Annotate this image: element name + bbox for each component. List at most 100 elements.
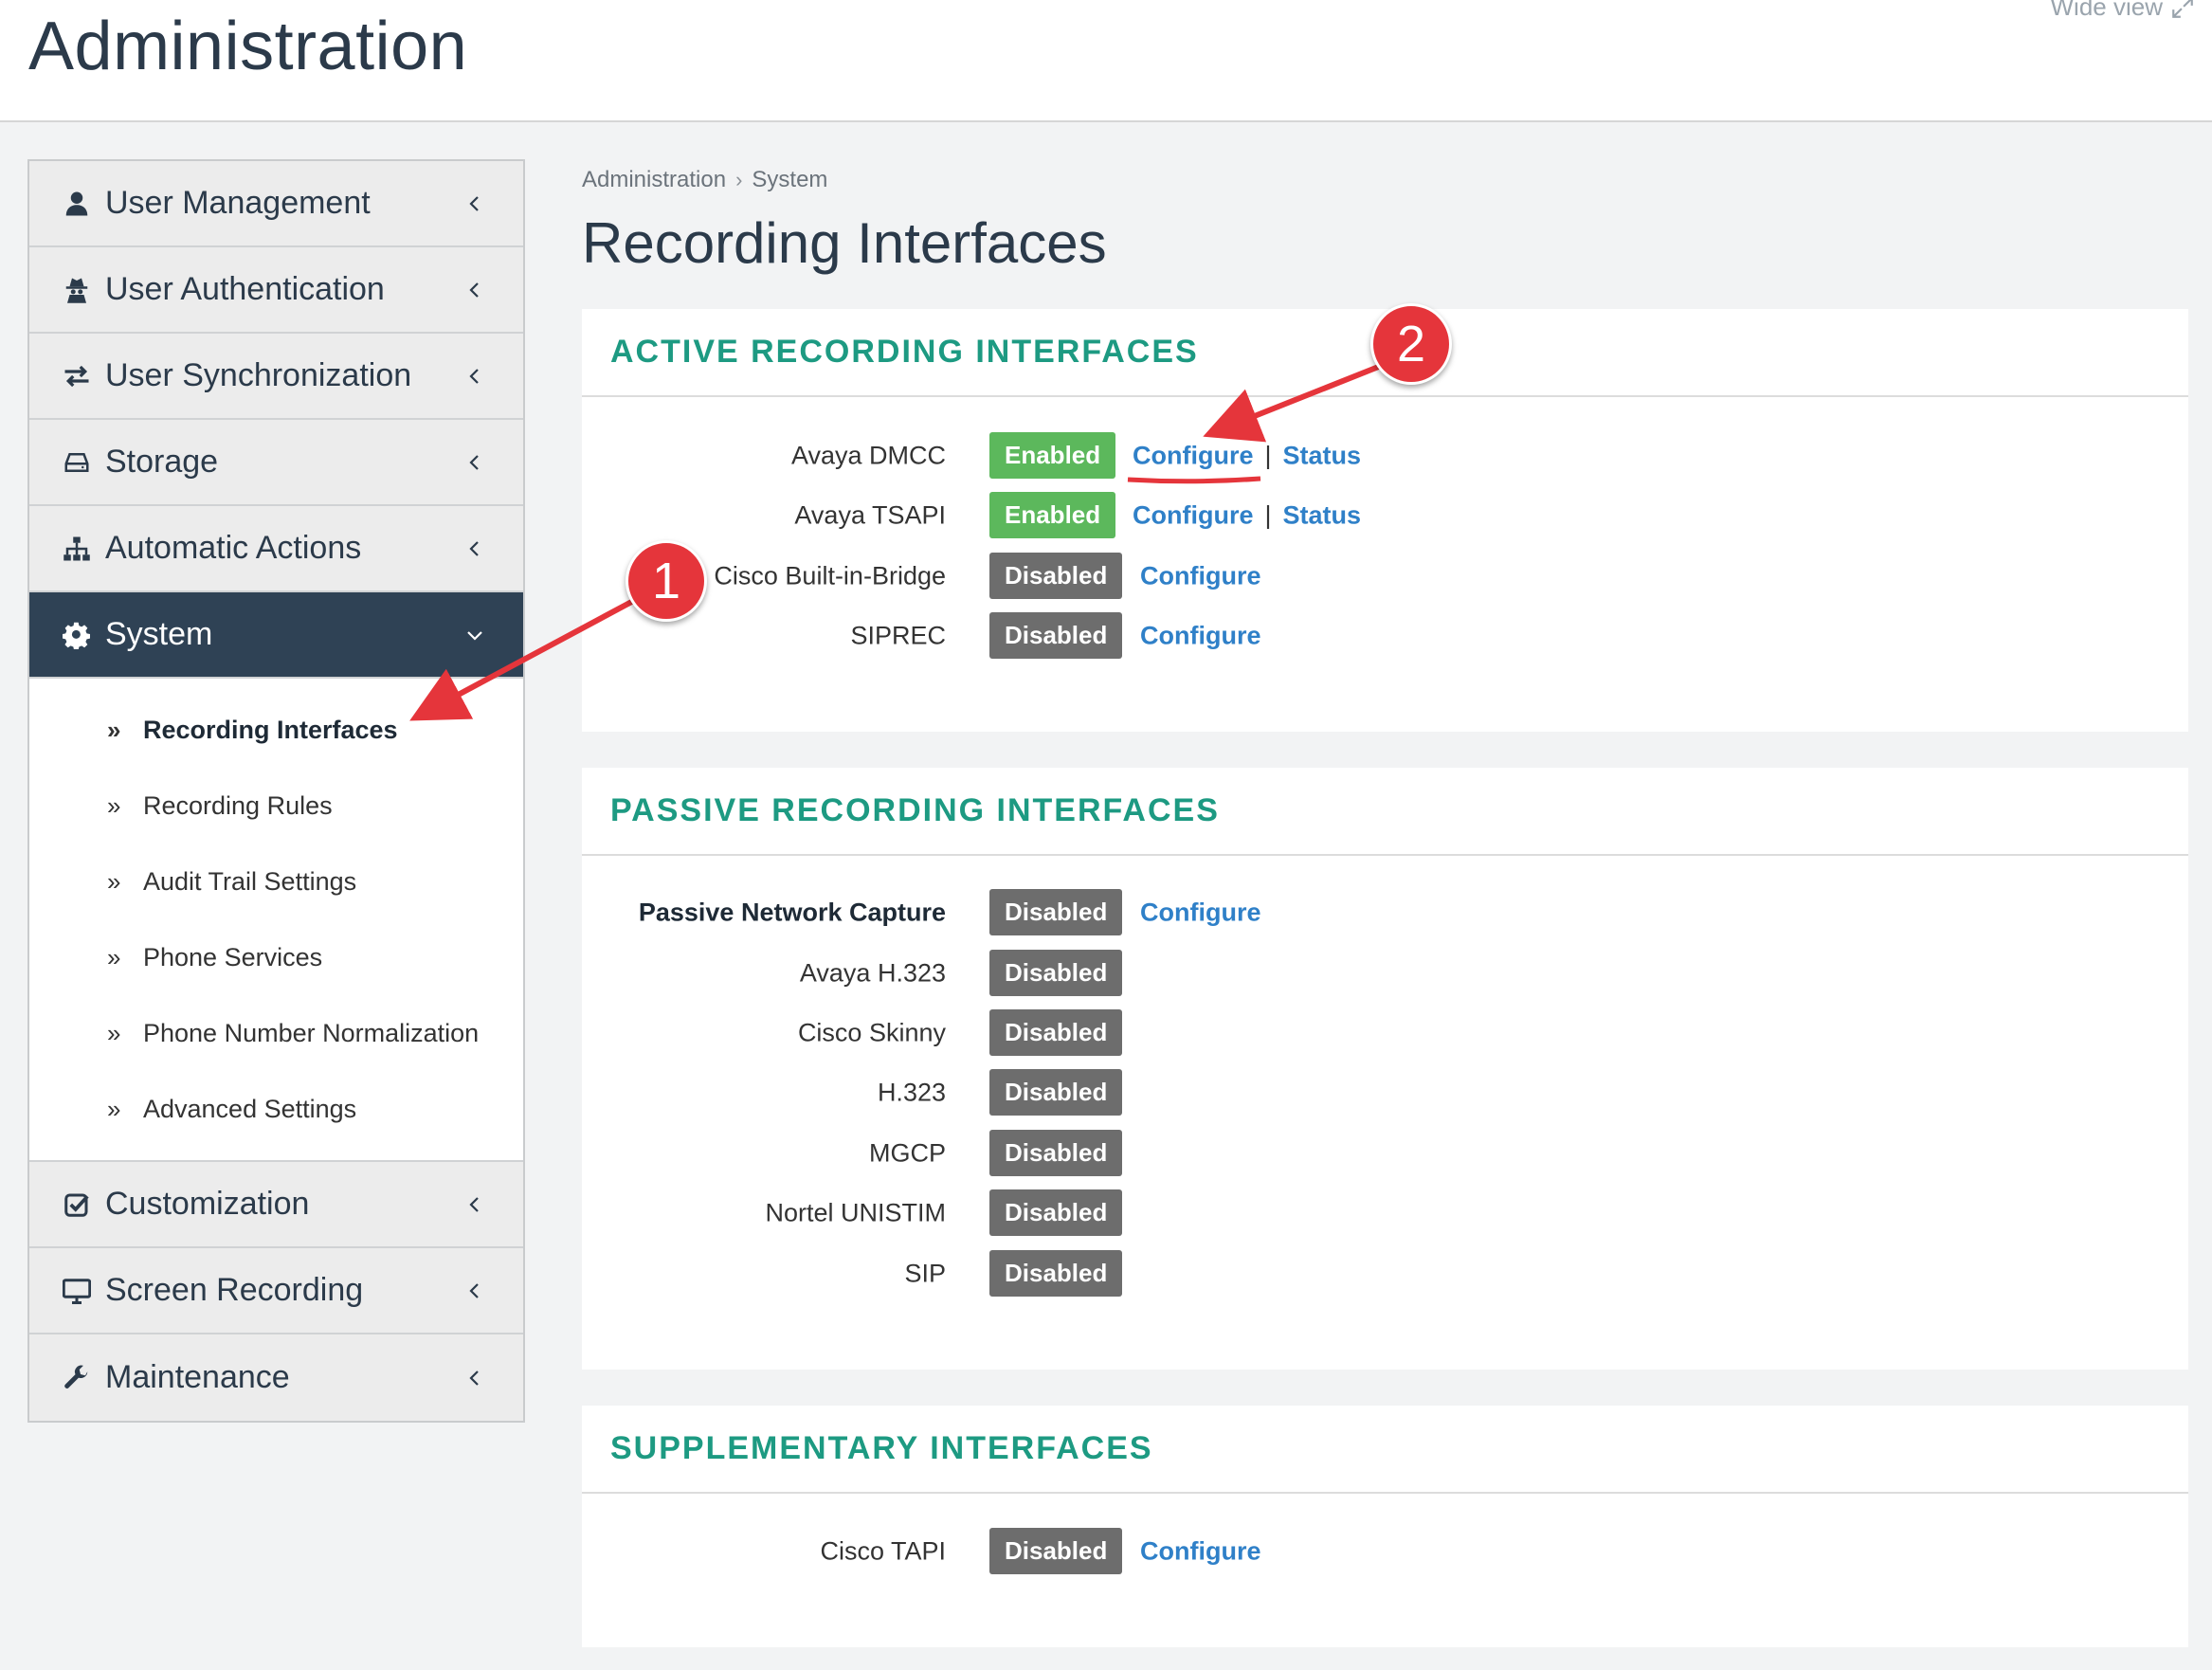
page-heading: Administration bbox=[28, 9, 468, 84]
sidebar-item-label: Customization bbox=[105, 1186, 310, 1222]
interface-name: Passive Network Capture bbox=[638, 898, 946, 927]
submenu-item-audit-trail-settings[interactable]: » Audit Trail Settings bbox=[29, 844, 523, 919]
interface-row-sip: SIP Disabled bbox=[582, 1250, 2188, 1298]
desktop-icon bbox=[62, 1276, 92, 1306]
double-chevron-icon: » bbox=[107, 1094, 121, 1123]
interface-row-passive-network-capture: Passive Network Capture Disabled Configu… bbox=[582, 889, 2188, 936]
sidebar-item-automatic-actions[interactable]: Automatic Actions bbox=[29, 506, 523, 592]
callout-badge-1: 1 bbox=[626, 540, 707, 622]
double-chevron-icon: » bbox=[107, 866, 121, 896]
page-title: Recording Interfaces bbox=[582, 211, 1107, 275]
configure-link[interactable]: Configure bbox=[1133, 500, 1254, 530]
row-links: Configure | Status bbox=[1133, 501, 1361, 531]
interface-name: Avaya DMCC bbox=[790, 441, 946, 470]
status-badge: Disabled bbox=[989, 1130, 1123, 1176]
sidebar-item-label: User Synchronization bbox=[105, 357, 412, 393]
row-links: Configure bbox=[1140, 562, 1261, 591]
wide-view-toggle[interactable]: Wide view bbox=[2051, 0, 2195, 22]
submenu-item-phone-number-normalization[interactable]: » Phone Number Normalization bbox=[29, 995, 523, 1071]
interface-row-cisco-built-in-bridge: Cisco Built-in-Bridge Disabled Configure bbox=[582, 553, 2188, 600]
wide-view-label: Wide view bbox=[2050, 0, 2163, 21]
chevron-left-icon bbox=[469, 1282, 479, 1298]
interface-name: Nortel UNISTIM bbox=[765, 1198, 946, 1227]
chevron-left-icon bbox=[469, 1196, 479, 1212]
submenu-item-label: Advanced Settings bbox=[143, 1094, 357, 1123]
status-badge: Disabled bbox=[989, 950, 1123, 996]
submenu-item-recording-rules[interactable]: » Recording Rules bbox=[29, 768, 523, 844]
row-links: Configure bbox=[1140, 899, 1261, 928]
submenu-item-label: Recording Interfaces bbox=[143, 715, 398, 744]
submenu-item-label: Phone Number Normalization bbox=[143, 1018, 480, 1047]
sidebar-item-system[interactable]: System bbox=[29, 592, 523, 679]
status-badge: Disabled bbox=[989, 1528, 1123, 1574]
status-badge: Disabled bbox=[989, 1009, 1123, 1056]
supplementary-interfaces-panel: SUPPLEMENTARY INTERFACES Cisco TAPI Disa… bbox=[582, 1406, 2188, 1647]
interface-row-avaya-dmcc: Avaya DMCC Enabled Configure | Status bbox=[582, 432, 2188, 480]
status-badge: Disabled bbox=[989, 553, 1123, 599]
submenu-item-recording-interfaces[interactable]: » Recording Interfaces bbox=[29, 692, 523, 768]
panel-header: SUPPLEMENTARY INTERFACES bbox=[582, 1406, 2188, 1494]
sidebar-item-label: User Authentication bbox=[105, 271, 385, 307]
chevron-left-icon bbox=[469, 1370, 479, 1386]
submenu-item-advanced-settings[interactable]: » Advanced Settings bbox=[29, 1071, 523, 1147]
interface-row-avaya-tsapi: Avaya TSAPI Enabled Configure | Status bbox=[582, 492, 2188, 539]
interface-name: SIP bbox=[904, 1259, 946, 1288]
sidebar-item-customization[interactable]: Customization bbox=[29, 1162, 523, 1248]
chevron-down-icon bbox=[467, 630, 482, 641]
sidebar-item-user-management[interactable]: User Management bbox=[29, 161, 523, 247]
interface-row-avaya-h323: Avaya H.323 Disabled bbox=[582, 950, 2188, 997]
passive-interfaces-panel: PASSIVE RECORDING INTERFACES Passive Net… bbox=[582, 768, 2188, 1370]
check-square-icon bbox=[62, 1189, 92, 1220]
chevron-left-icon bbox=[469, 368, 479, 384]
double-chevron-icon: » bbox=[107, 790, 121, 820]
configure-link[interactable]: Configure bbox=[1140, 621, 1261, 650]
double-chevron-icon: » bbox=[107, 1018, 121, 1047]
breadcrumb-item-system[interactable]: System bbox=[752, 167, 828, 192]
callout-badge-2: 2 bbox=[1370, 303, 1452, 385]
sidebar-item-label: Automatic Actions bbox=[105, 530, 362, 566]
user-icon bbox=[62, 189, 92, 219]
expand-icon bbox=[2172, 0, 2193, 18]
status-badge: Disabled bbox=[989, 1189, 1123, 1236]
sidebar-item-user-authentication[interactable]: User Authentication bbox=[29, 247, 523, 334]
row-links: Configure bbox=[1140, 1537, 1261, 1567]
link-separator: | bbox=[1264, 500, 1272, 530]
sidebar-item-user-synchronization[interactable]: User Synchronization bbox=[29, 334, 523, 420]
sidebar: User Management User Authentication User… bbox=[27, 159, 525, 1423]
interface-row-mgcp: MGCP Disabled bbox=[582, 1130, 2188, 1177]
interface-row-siprec: SIPREC Disabled Configure bbox=[582, 612, 2188, 660]
interface-name: Cisco Built-in-Bridge bbox=[714, 561, 946, 590]
sidebar-item-storage[interactable]: Storage bbox=[29, 420, 523, 506]
gear-icon bbox=[62, 620, 92, 650]
interface-row-h323: H.323 Disabled bbox=[582, 1069, 2188, 1116]
status-link[interactable]: Status bbox=[1282, 441, 1362, 470]
double-chevron-icon: » bbox=[107, 942, 121, 971]
breadcrumb-item-administration[interactable]: Administration bbox=[582, 167, 727, 192]
configure-link[interactable]: Configure bbox=[1140, 561, 1261, 590]
sidebar-item-label: Maintenance bbox=[105, 1359, 290, 1395]
page-header: Administration Wide view bbox=[0, 0, 2212, 122]
interface-name: Avaya TSAPI bbox=[794, 500, 946, 530]
chevron-left-icon bbox=[469, 195, 479, 211]
interface-name: Cisco Skinny bbox=[797, 1018, 946, 1047]
panel-title: ACTIVE RECORDING INTERFACES bbox=[610, 334, 1199, 370]
user-secret-icon bbox=[62, 275, 92, 305]
status-badge: Disabled bbox=[989, 612, 1123, 659]
status-badge: Disabled bbox=[989, 1250, 1123, 1297]
configure-link[interactable]: Configure bbox=[1133, 441, 1254, 470]
row-links: Configure bbox=[1140, 622, 1261, 651]
sidebar-item-maintenance[interactable]: Maintenance bbox=[29, 1334, 523, 1421]
status-link[interactable]: Status bbox=[1282, 500, 1362, 530]
interface-row-cisco-skinny: Cisco Skinny Disabled bbox=[582, 1009, 2188, 1057]
status-badge: Disabled bbox=[989, 889, 1123, 935]
panel-header: PASSIVE RECORDING INTERFACES bbox=[582, 768, 2188, 856]
exchange-icon bbox=[62, 361, 92, 391]
configure-link[interactable]: Configure bbox=[1140, 1536, 1261, 1566]
panel-title: SUPPLEMENTARY INTERFACES bbox=[610, 1430, 1153, 1466]
status-badge: Disabled bbox=[989, 1069, 1123, 1116]
configure-link[interactable]: Configure bbox=[1140, 898, 1261, 927]
sidebar-item-screen-recording[interactable]: Screen Recording bbox=[29, 1248, 523, 1334]
submenu-item-phone-services[interactable]: » Phone Services bbox=[29, 919, 523, 995]
double-chevron-icon: » bbox=[107, 715, 121, 744]
submenu-item-label: Phone Services bbox=[143, 942, 323, 971]
